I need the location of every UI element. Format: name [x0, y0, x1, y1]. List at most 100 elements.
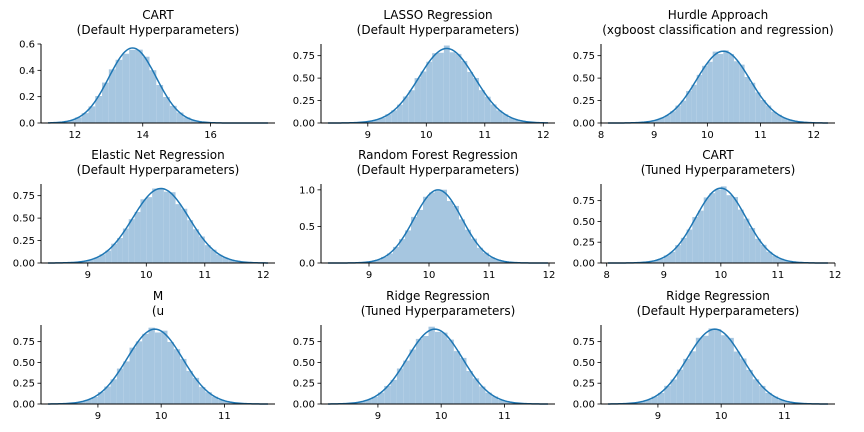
histogram-bar — [429, 192, 435, 263]
histogram-bar — [169, 192, 176, 263]
histogram-bar — [691, 84, 697, 123]
histogram-bar — [187, 220, 194, 263]
subplot-title: Hurdle Approach (xgboost classification a… — [601, 8, 835, 38]
histogram-bar — [664, 385, 671, 404]
subplot-1: CART (Default Hyperparameters) 12 14 16 0.0 0.… — [19, 8, 275, 145]
subplot-title: Ridge Regression (Default Hyperparameters… — [601, 289, 835, 319]
histogram-bar — [721, 335, 728, 404]
histogram-bar — [228, 259, 235, 263]
y-tick-label: 0.50 — [13, 214, 35, 225]
histogram-bar — [477, 247, 483, 263]
histogram-bar — [703, 197, 710, 263]
histogram-bar — [489, 257, 495, 263]
chart-subtitle: (Default Hyperparameters) — [636, 304, 800, 318]
histogram-bar — [471, 238, 477, 263]
y-tick-label: 0.50 — [573, 358, 595, 369]
histogram-bar — [186, 370, 193, 404]
chart-title: M — [152, 289, 164, 303]
chart-subtitle: (xgboost classification and regression) — [602, 23, 834, 37]
histogram-bar — [102, 82, 109, 123]
histogram-bar — [176, 112, 184, 123]
histogram-bar — [371, 396, 378, 404]
x-tick-label: 11 — [754, 130, 767, 141]
histogram-bar — [441, 189, 447, 263]
histogram-bar — [766, 251, 773, 263]
subplot-title: Random Forest Regression (Default Hyperpa… — [321, 148, 555, 178]
histogram-bar — [403, 360, 410, 404]
histogram-bar — [453, 351, 461, 404]
histogram-bar — [224, 401, 231, 404]
plot-area: 8 9 10 11 12 0.00 0.25 0.50 0.75 — [573, 184, 841, 281]
histogram-bar — [381, 256, 387, 263]
histogram-bar — [122, 228, 129, 263]
subplot-3: Hurdle Approach (xgboost classification a… — [573, 8, 841, 145]
y-tick-label: 0.50 — [13, 358, 35, 369]
chart-title: CART — [142, 8, 174, 22]
histogram-bar — [417, 209, 423, 263]
histogram-bar — [727, 337, 734, 404]
histogram-bar — [78, 401, 86, 404]
chart-subtitle: (u — [151, 304, 165, 318]
x-tick-label: 12 — [69, 130, 82, 141]
y-tick-label: 0.00 — [13, 400, 35, 411]
subplot-5: Random Forest Regression (Default Hyperpa… — [299, 148, 555, 285]
x-tick-label: 9 — [365, 130, 371, 141]
x-tick-label: 14 — [136, 130, 149, 141]
histogram-bar — [110, 379, 117, 404]
histogram-bar — [675, 105, 681, 123]
histogram-bar — [142, 333, 149, 404]
histogram-bar — [502, 114, 509, 123]
x-tick-label: 8 — [598, 130, 604, 141]
histogram-bar — [473, 77, 479, 123]
histogram-bar — [459, 219, 465, 263]
histogram-bar — [664, 115, 671, 123]
histogram-bar — [657, 392, 665, 404]
histogram-bar — [702, 335, 709, 404]
x-tick-label: 11 — [778, 411, 791, 422]
histogram-bar — [117, 238, 123, 263]
histogram-bar — [387, 253, 393, 263]
x-tick-label: 11 — [772, 270, 785, 281]
x-tick-label: 12 — [807, 130, 820, 141]
histogram-bar — [434, 331, 442, 404]
subplot-title: Elastic Net Regression (Default Hyperpara… — [41, 148, 275, 178]
histogram-bar — [771, 111, 777, 123]
kde-line — [48, 328, 268, 405]
histogram-bar — [81, 113, 89, 123]
kde-line — [328, 328, 548, 405]
histogram-bar — [740, 358, 747, 404]
histogram-bar — [695, 337, 703, 404]
histogram-bar — [654, 119, 660, 123]
y-tick-label: 0.75 — [13, 337, 35, 348]
histogram-bar — [115, 59, 123, 123]
plot-area: 9 10 11 0.00 0.25 0.50 0.75 — [573, 325, 835, 422]
y-tick-label: 0.50 — [293, 358, 315, 369]
y-tick-label: 0.75 — [573, 337, 595, 348]
histogram-bar — [402, 96, 409, 123]
histogram-bar — [702, 65, 708, 123]
histogram-bar — [158, 188, 164, 263]
histogram-bar — [142, 56, 150, 123]
histogram-bar — [496, 110, 503, 123]
histogram-bar — [204, 245, 211, 263]
histogram-bar — [784, 401, 791, 404]
histogram-bar — [379, 117, 386, 123]
histogram-bar — [680, 237, 687, 263]
histogram-bar — [714, 329, 722, 404]
subplot-title: LASSO Regression (Default Hyperparameters… — [321, 8, 555, 38]
histogram-bar — [746, 369, 753, 404]
histogram-bar — [447, 339, 454, 404]
subplot-8: Ridge Regression (Tuned Hyperparameters) 9… — [293, 289, 555, 426]
histogram-bar — [183, 117, 191, 123]
histogram-bar — [670, 379, 677, 404]
histogram-bar — [707, 61, 713, 123]
plot-area: 9 10 11 0.00 0.25 0.50 0.75 — [13, 325, 275, 422]
histogram-bar — [210, 249, 217, 263]
histogram-bar — [385, 114, 392, 123]
histogram-bar — [190, 120, 197, 123]
histogram-bar — [696, 74, 703, 123]
x-tick-label: 11 — [218, 411, 231, 422]
histogram-bar — [384, 385, 391, 404]
y-tick-label: 0.75 — [293, 51, 315, 62]
x-tick-label: 9 — [661, 270, 667, 281]
